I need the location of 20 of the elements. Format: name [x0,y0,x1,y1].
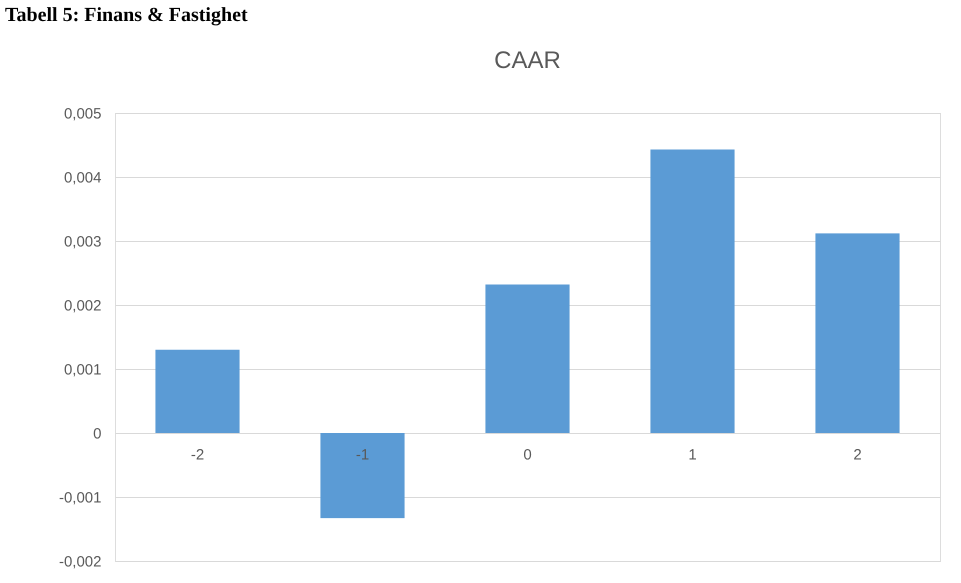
x-tick-label: 2 [853,446,862,464]
bar [650,149,735,433]
text: Tabell 5: Finans & Fastighet [5,4,248,26]
y-tick-label: -0,002 [58,554,102,570]
y-tick-label: 0,005 [64,106,102,122]
x-tick-label: -1 [356,446,370,464]
x-tick-label: -2 [190,446,204,464]
bar [155,350,240,433]
y-tick-label: 0,004 [64,170,102,186]
bar [485,284,570,433]
x-tick-label: 1 [688,446,697,464]
y-tick-label: 0 [93,426,102,442]
y-tick-label: -0,001 [58,490,102,506]
y-tick-label: 0,001 [64,362,102,378]
bar [815,233,900,433]
bar [320,433,405,518]
x-tick-label: 0 [523,446,532,464]
y-tick-label: 0,003 [64,234,102,250]
y-tick-label: 0,002 [64,298,102,314]
chart-title: CAAR [494,47,561,74]
